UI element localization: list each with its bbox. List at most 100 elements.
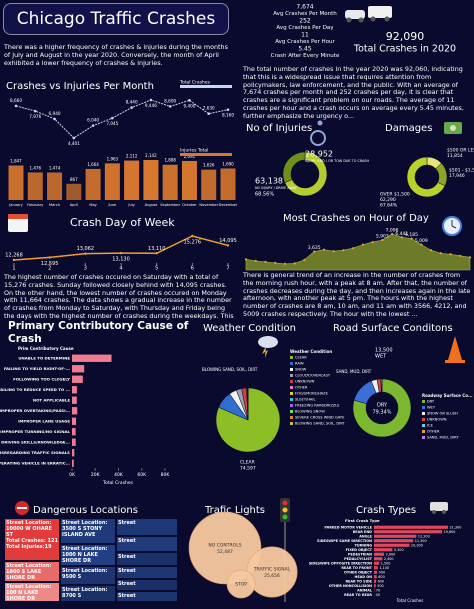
data-label: 5,300: [394, 548, 404, 552]
calendar-icon: [8, 214, 28, 232]
x-tick-label: 20K: [91, 472, 101, 478]
slice: [282, 151, 306, 183]
hour-note: There is general trend of an increase in…: [243, 272, 471, 319]
wheelchair-icon: [310, 120, 326, 146]
x-tick-label: 60K: [137, 472, 147, 478]
y-tick-label: FOLLOWING TOO CLOSELY: [13, 376, 70, 381]
x-tick-label: May: [89, 203, 97, 207]
category-label: TRAFFIC SIGNAL: [253, 567, 291, 573]
data-label: 17,946: [449, 173, 465, 179]
axis-title: Total Crashes: [102, 480, 134, 486]
legend-swatch: [422, 406, 425, 409]
point: [468, 256, 472, 259]
point: [410, 237, 413, 240]
category-label: WET: [375, 354, 387, 360]
data-label: 600: [378, 579, 384, 583]
treemap-cell: Street Location: 10000 W OHARE ST Total C…: [4, 518, 60, 562]
legend-label: CLEAR: [295, 356, 307, 360]
category-label: INJURY AND / OR TOW DUE TO CRASH: [305, 159, 370, 163]
crash-point: [14, 104, 18, 108]
point: [264, 260, 267, 263]
legend-swatch: [290, 356, 293, 359]
point: [244, 258, 248, 261]
x-tick-label: 0K: [69, 472, 76, 478]
chart-title: Road Surface Conditons: [333, 323, 453, 334]
legend-swatch: [290, 374, 293, 377]
legend-swatch: [290, 416, 293, 419]
legend-swatch: [180, 85, 232, 88]
stat-value: 11: [301, 32, 309, 39]
x-tick-label: April: [70, 203, 78, 207]
x-tick-label: 4: [119, 266, 122, 272]
x-tick-label: July: [127, 203, 135, 207]
percent-label: 67.64%: [380, 203, 398, 209]
treemap: Street Location: 10000 W OHARE ST Total C…: [4, 518, 178, 602]
treemap-cell: Street: [116, 565, 178, 580]
day-note: The highest number of crashes occured on…: [4, 274, 234, 320]
y-tick-label: OPERATING VEHICLE IN ERRATIC...: [0, 460, 71, 465]
percent-label: 79.34%: [372, 410, 391, 416]
data-label: 1,100: [379, 566, 389, 570]
category-label: OVER $1,500: [380, 192, 410, 198]
clock-icon: [442, 216, 462, 236]
bar: [72, 365, 85, 373]
legend-swatch: [422, 430, 425, 433]
treemap-cell: Street: [116, 579, 178, 591]
legend-label: CLOUDY/OVERCAST: [295, 374, 331, 378]
data-label: 9,400: [183, 103, 195, 108]
chart-title: Most Crashes on Hour of Day: [283, 213, 429, 224]
stat-label: Crash After Every Minute: [271, 53, 340, 59]
data-label: 8,440: [126, 100, 138, 105]
legend-label: SAND, MUD, DIRT: [427, 436, 459, 440]
money-icon: [444, 122, 462, 134]
bar: [201, 169, 217, 200]
point: [439, 252, 442, 255]
x-tick-label: 3: [84, 266, 87, 272]
cell-label: Street: [118, 567, 136, 574]
data-label: 1,476: [30, 165, 42, 170]
legend-label: RAIN: [295, 362, 304, 366]
data-label: 7,096: [386, 228, 399, 234]
cell-label: Street Location: 10000 W OHARE ST: [6, 520, 52, 538]
data-label: 13,130: [112, 257, 130, 263]
x-tick-label: December: [219, 203, 238, 207]
stop-icon: [15, 501, 29, 515]
cell-label: Street: [118, 581, 136, 588]
legend-swatch: [290, 362, 293, 365]
data-label: 867: [70, 177, 78, 182]
chart-title: Weather Condition: [203, 323, 296, 334]
cause-title: Primary Contributory Cause of Crash: [8, 320, 189, 345]
legend-swatch: [422, 400, 425, 403]
stat-label: Avg Crashes Per Hour: [275, 39, 335, 45]
bar: [374, 566, 378, 570]
point: [254, 259, 257, 262]
legend-label: Total Crashes: [179, 80, 211, 86]
total-label: Total Crashes in 2020: [353, 44, 456, 55]
y-tick-label: REAR TO REAR: [344, 593, 372, 597]
treemap-cell: Street Location: 3500 S STONY ISLAND AVE: [60, 518, 116, 544]
data-label: 12,268: [5, 253, 23, 259]
x-tick-label: 2: [48, 266, 51, 272]
legend-swatch: [290, 392, 293, 395]
data-label: 5,903: [376, 234, 389, 240]
data-label: 7,045: [106, 121, 118, 126]
x-tick-label: 6: [191, 266, 194, 272]
legend-swatch: [290, 422, 293, 425]
legend-swatch: [422, 418, 425, 421]
point: [381, 238, 384, 242]
data-label: 5,009: [415, 238, 428, 244]
data-label: 11,854: [447, 153, 463, 159]
cell-label: Street Location: 8700 S: [62, 587, 108, 600]
data-label: 52,487: [217, 549, 233, 555]
bar: [27, 172, 43, 200]
data-label: 25,656: [264, 573, 280, 579]
percent-label: 68.56%: [255, 192, 274, 198]
data-label: 1,888: [164, 158, 176, 163]
category-label: $500 OR LESS: [447, 148, 474, 154]
data-label: 21,300: [450, 525, 462, 529]
y-tick-label: PEDESTRIAN: [348, 552, 372, 556]
treemap-cell: Street Location: 8700 S: [60, 585, 116, 602]
x-tick-label: October: [182, 203, 197, 207]
y-tick-label: FIXED OBJECT: [346, 548, 373, 552]
legend-label: WET: [427, 406, 436, 410]
